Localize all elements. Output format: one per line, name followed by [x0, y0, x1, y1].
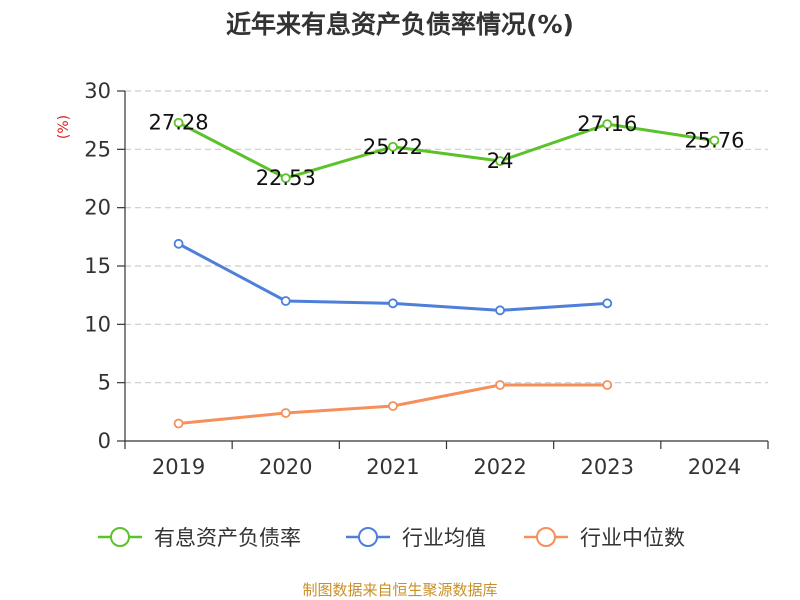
- y-tick-label: 25: [84, 137, 111, 161]
- x-tick-label: 2021: [366, 455, 419, 479]
- legend-label: 有息资产负债率: [154, 526, 301, 550]
- data-point: [602, 298, 613, 309]
- data-point: [495, 305, 505, 316]
- legend-marker: [110, 527, 130, 547]
- legend-marker: [536, 527, 556, 547]
- gridlines: [125, 90, 768, 384]
- data-point: [280, 296, 291, 306]
- data-point: [602, 119, 613, 130]
- data-point: [280, 408, 291, 418]
- legend-item-2: 行业中位数: [524, 526, 685, 550]
- data-point: [173, 117, 184, 128]
- legend-label: 行业均值: [402, 526, 486, 550]
- data-label: 25.76: [684, 128, 744, 152]
- x-tick-label: 2023: [581, 455, 634, 479]
- legend: 有息资产负债率 行业均值 行业中位数: [98, 526, 685, 550]
- y-tick-label: 0: [98, 429, 111, 453]
- y-tick-label: 30: [84, 79, 111, 103]
- source-note: 制图数据来自恒生聚源数据库: [302, 581, 497, 599]
- x-tick-label: 2022: [473, 455, 526, 479]
- legend-label: 行业中位数: [580, 526, 685, 550]
- chart-title: 近年来有息资产负债率情况(%): [226, 10, 574, 39]
- data-point: [495, 380, 505, 390]
- y-tick-label: 15: [84, 254, 111, 278]
- data-label: 22.53: [256, 166, 316, 190]
- legend-item-0: 有息资产负债率: [98, 526, 301, 550]
- data-point: [280, 173, 291, 184]
- y-axis-unit-label: (%): [56, 115, 72, 139]
- y-tick-label: 5: [98, 371, 111, 395]
- x-tick-label: 2020: [259, 455, 312, 479]
- data-point: [388, 141, 398, 152]
- data-point: [173, 238, 184, 249]
- data-point: [495, 156, 505, 166]
- x-tick-label: 2019: [152, 455, 205, 479]
- data-point: [709, 135, 720, 146]
- data-point: [388, 401, 398, 411]
- series-lines: [173, 117, 720, 429]
- data-label: 27.28: [149, 111, 209, 135]
- data-label: 27.16: [577, 112, 637, 136]
- data-labels: 27.28 22.53 25.22 24 27.16 25.76: [149, 111, 745, 190]
- y-tick-label: 10: [84, 312, 111, 336]
- data-point: [602, 380, 613, 390]
- y-tick-label: 20: [84, 196, 111, 220]
- legend-marker: [358, 527, 378, 547]
- x-tick-label: 2024: [688, 455, 741, 479]
- series-line-0: [177, 121, 715, 180]
- data-label: 25.22: [363, 135, 423, 159]
- data-point: [388, 298, 398, 309]
- legend-item-1: 行业均值: [346, 526, 486, 550]
- axes: 0 5 10 15 20 25 30 2019 2020 2021 2022 2023 2024: [84, 79, 769, 479]
- data-label: 24: [487, 149, 514, 173]
- data-point: [173, 418, 184, 429]
